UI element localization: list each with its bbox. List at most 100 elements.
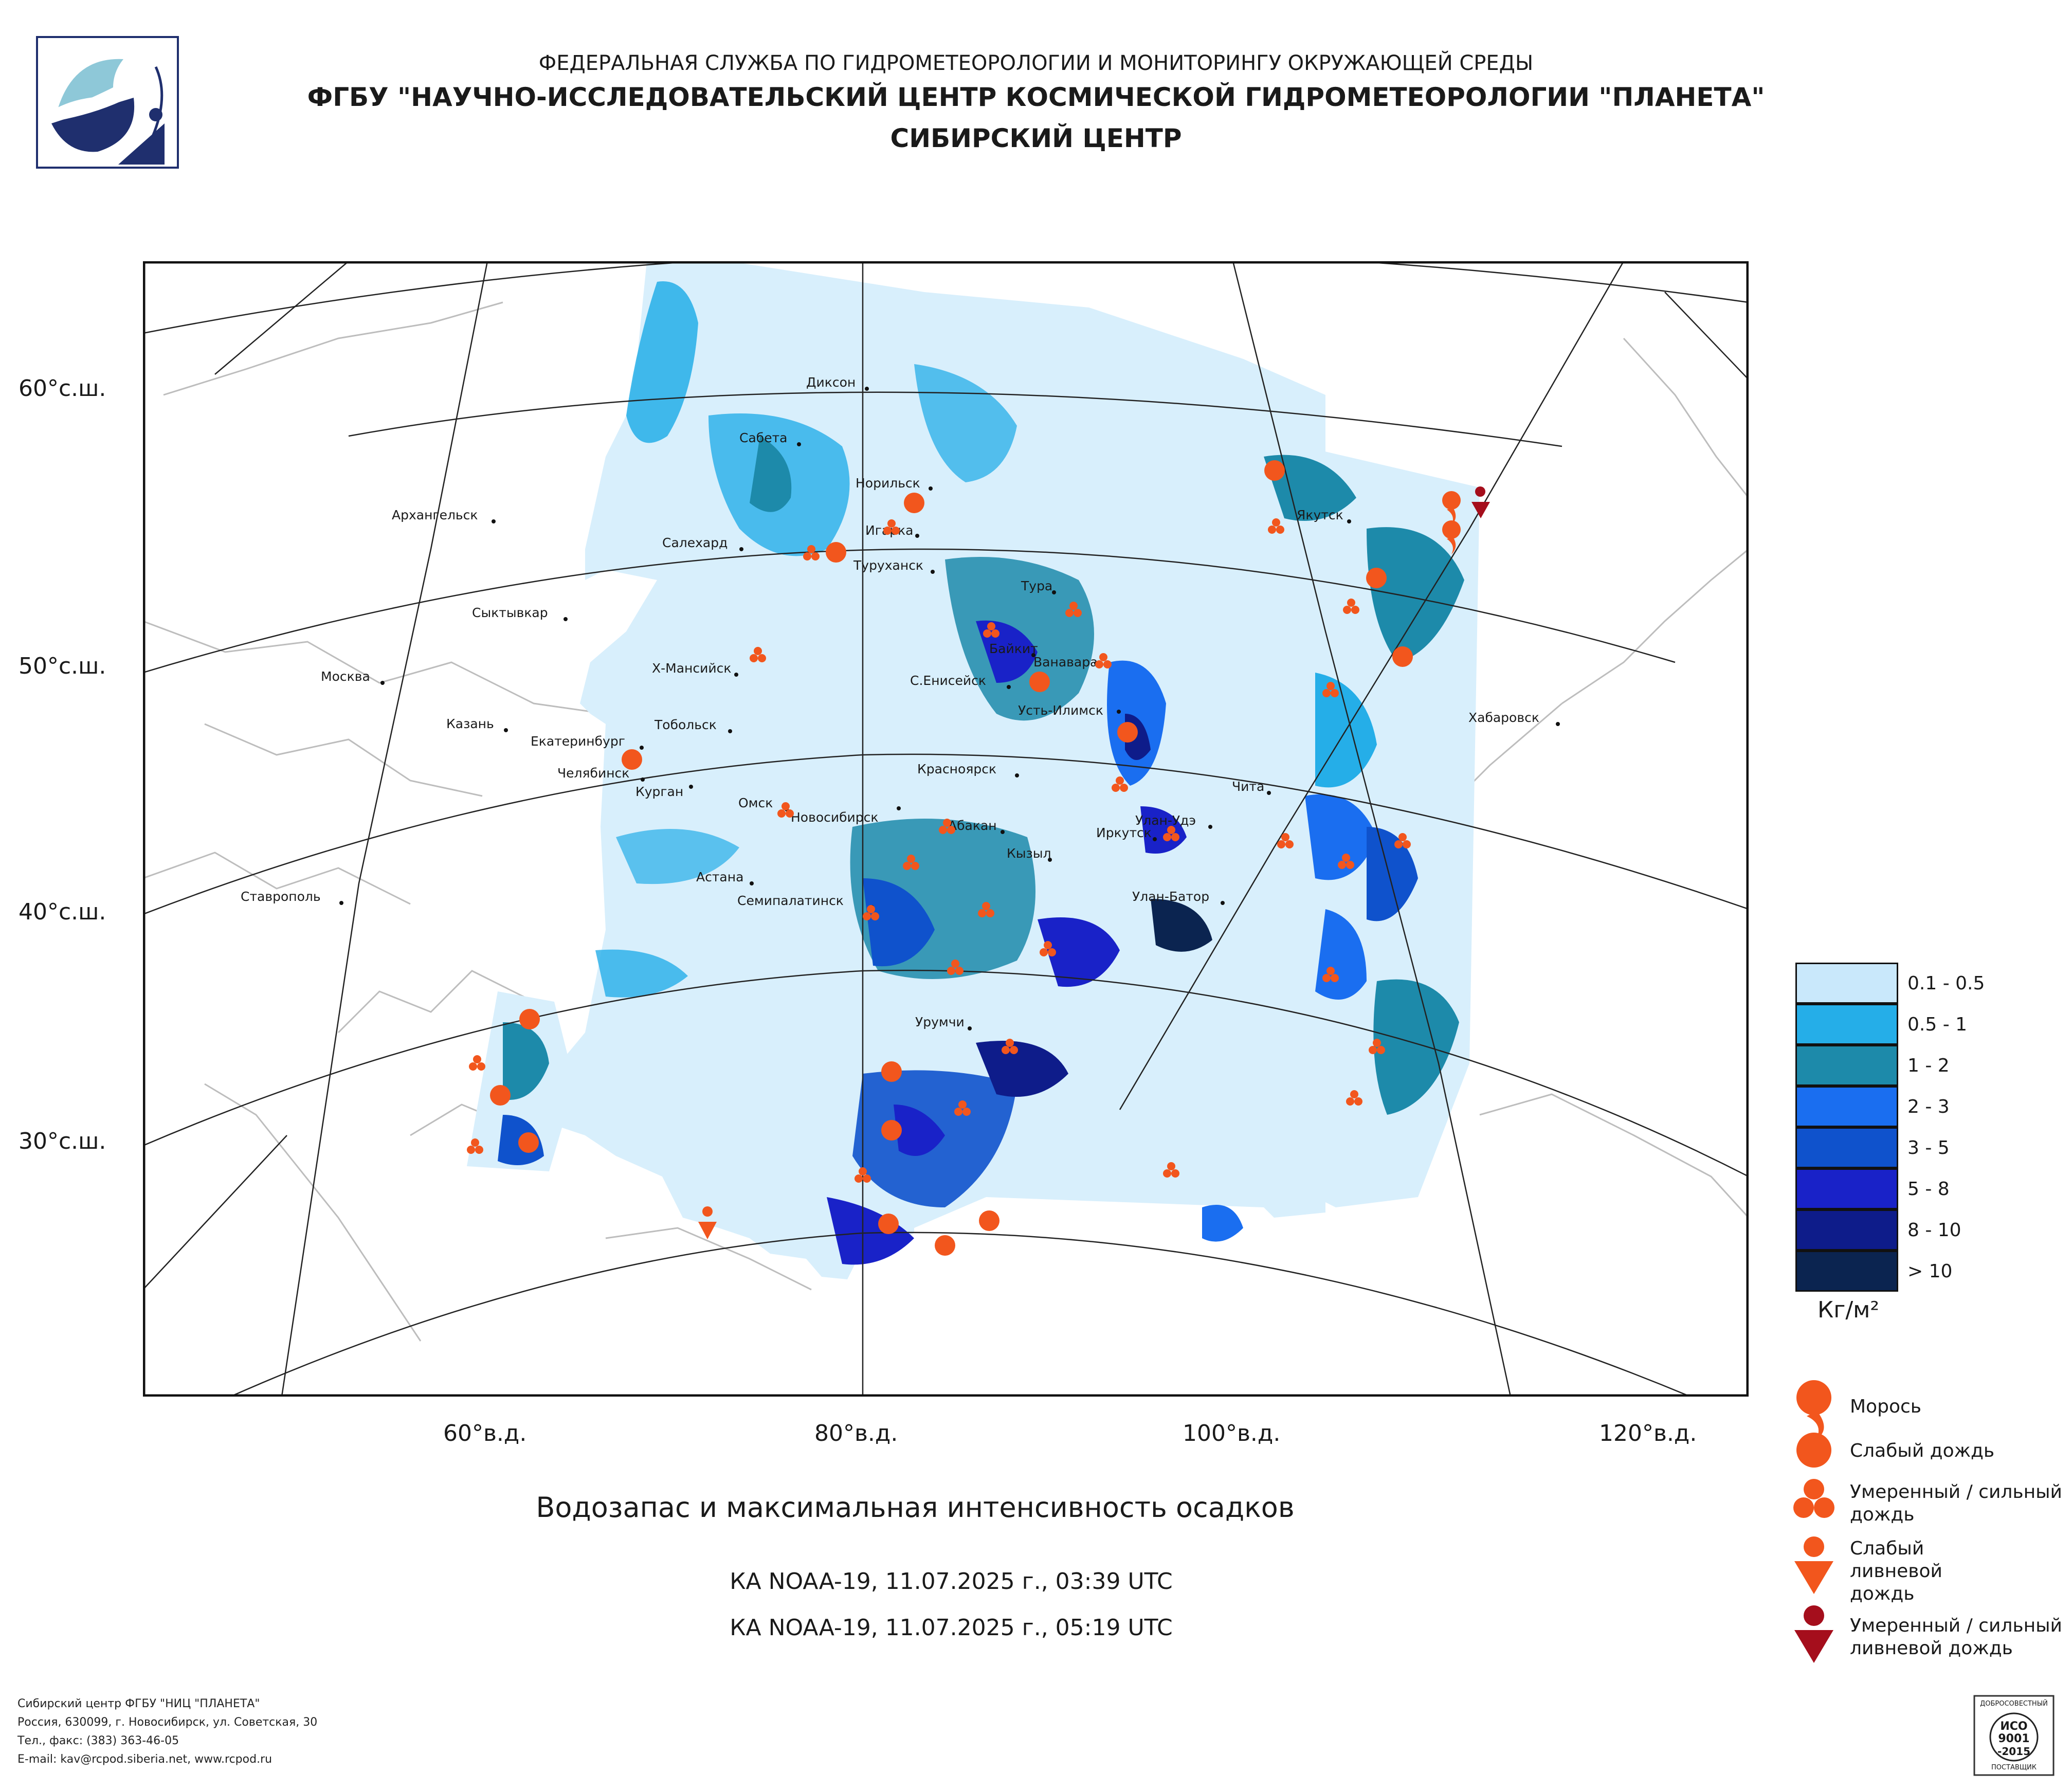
light-rain-icon xyxy=(1366,568,1387,588)
city-label: Чита xyxy=(1232,779,1264,794)
moderate-rain-icon xyxy=(1112,776,1128,792)
moderate-rain-icon xyxy=(750,647,766,662)
moderate-rain-icon xyxy=(1343,599,1359,614)
iso-badge-top: ДОБРОСОВЕСТНЫЙ xyxy=(1980,1700,2048,1708)
moderate-rain-icon xyxy=(983,622,999,638)
city-turukhansk: Туруханск xyxy=(853,558,935,574)
moderate-rain-icon xyxy=(1163,1162,1179,1178)
city-moscow: Москва xyxy=(321,669,385,685)
light-shower-icon xyxy=(1794,1536,1833,1594)
city-label: Омск xyxy=(738,795,773,810)
city-syktyvkar: Сыктывкар xyxy=(472,605,568,621)
map-title: Водозапас и максимальная интенсивность о… xyxy=(536,1491,1295,1524)
city-label: Тобольск xyxy=(654,717,717,732)
city-label: Архангельск xyxy=(392,508,478,522)
city-kurgan: Курган xyxy=(635,784,693,799)
moderate-rain-icon xyxy=(1163,826,1179,841)
legend-unit: Кг/м² xyxy=(1817,1297,1880,1323)
lon-label-60: 60°в.д. xyxy=(443,1420,527,1446)
light-rain-icon xyxy=(935,1235,955,1256)
moderate-rain-icon xyxy=(1040,941,1056,956)
precipitation-legend: Морось Слабый дождь Умеренный / сильный … xyxy=(1787,1373,2072,1671)
city-label: Норильск xyxy=(856,476,920,491)
precipitation-map: Диксон Сабета Норильск Игарка Салехард А… xyxy=(142,261,1749,1397)
city-label: Диксон xyxy=(806,375,856,390)
city-urumqi: Урумчи xyxy=(915,1015,972,1030)
moderate-rain-icon xyxy=(1338,854,1354,869)
legend-range-label: 1 - 2 xyxy=(1907,1055,1950,1076)
agency-name: ФЕДЕРАЛЬНАЯ СЛУЖБА ПО ГИДРОМЕТЕОРОЛОГИИ … xyxy=(538,51,1534,75)
city-label: Улан-Удэ xyxy=(1135,813,1196,828)
light-rain-icon xyxy=(519,1009,540,1029)
lat-label-30: 30°с.ш. xyxy=(19,1128,106,1154)
city-label: Сыктывкар xyxy=(472,605,548,620)
city-label: Якутск xyxy=(1297,508,1343,522)
moderate-rain-icon xyxy=(855,1167,871,1183)
light-rain-icon xyxy=(622,749,642,770)
city-yakutsk: Якутск xyxy=(1297,508,1351,523)
lon-label-80: 80°в.д. xyxy=(814,1420,898,1446)
moderate-rain-icon xyxy=(1346,1090,1362,1106)
light-rain-icon xyxy=(518,1132,539,1153)
city-label: Астана xyxy=(696,870,743,884)
lat-label-60: 60°с.ш. xyxy=(19,375,106,402)
planeta-logo-icon xyxy=(36,36,179,169)
city-stavropol: Ставрополь xyxy=(241,889,343,905)
light-rain-icon xyxy=(878,1214,899,1234)
city-label: Курган xyxy=(635,784,683,799)
city-irkutsk: Иркутск xyxy=(1096,825,1157,841)
moderate-rain-icon xyxy=(903,855,919,870)
city-baikit: Байкит xyxy=(989,641,1038,657)
city-salekhard: Салехард xyxy=(662,535,743,551)
organization-name: ФГБУ "НАУЧНО-ИССЛЕДОВАТЕЛЬСКИЙ ЦЕНТР КОС… xyxy=(307,82,1765,112)
moderate-rain-icon xyxy=(883,519,900,535)
light-rain-icon xyxy=(1117,722,1138,743)
light-rain-icon xyxy=(1392,646,1413,667)
city-label: Хабаровск xyxy=(1468,710,1539,725)
heavy-shower-icon xyxy=(1794,1605,1833,1663)
legend-swatch xyxy=(1795,1168,1898,1209)
moderate-rain-icon xyxy=(469,1055,485,1071)
moderate-rain-icon xyxy=(1002,1039,1018,1054)
moderate-rain-icon xyxy=(978,902,994,917)
light-rain-icon xyxy=(1796,1433,1831,1468)
city-label: Кызыл xyxy=(1007,846,1051,861)
city-chita: Чита xyxy=(1232,779,1271,795)
light-rain-icon xyxy=(904,493,924,513)
moderate-rain-icon xyxy=(777,802,794,818)
city-sabeta: Сабета xyxy=(739,430,801,446)
city-kazan: Казань xyxy=(446,716,508,732)
precipitation-symbols xyxy=(467,460,1461,1256)
city-tobolsk: Тобольск xyxy=(654,717,732,733)
drizzle-icon xyxy=(1796,1380,1831,1440)
city-severo-yeniseysk: С.Енисейск xyxy=(910,673,1011,689)
footer-line: Россия, 630099, г. Новосибирск, ул. Сове… xyxy=(17,1716,318,1729)
legend-range-label: 0.1 - 0.5 xyxy=(1907,973,1985,994)
city-yekaterinburg: Екатеринбург xyxy=(531,734,644,750)
drizzle-icon xyxy=(1442,491,1461,525)
graticule xyxy=(143,261,1749,1397)
legend-drizzle-label: Морось xyxy=(1850,1396,1921,1417)
water-content-field xyxy=(498,281,1464,1265)
moderate-rain-icon xyxy=(947,960,964,975)
legend-light-rain-label: Слабый дождь xyxy=(1850,1440,1995,1461)
light-rain-icon xyxy=(881,1061,902,1082)
moderate-rain-icon xyxy=(1268,518,1284,534)
city-khanty-mansiysk: Х-Мансийск xyxy=(652,661,738,677)
city-label: Сабета xyxy=(739,430,787,445)
city-astana: Астана xyxy=(696,870,754,885)
city-ust-ilimsk: Усть-Илимск xyxy=(1018,703,1121,718)
drizzle-icon xyxy=(1442,520,1461,554)
city-label: Урумчи xyxy=(915,1015,965,1029)
lat-label-40: 40°с.ш. xyxy=(19,899,106,925)
legend-range-label: 0.5 - 1 xyxy=(1907,1014,1968,1035)
city-label: Салехард xyxy=(662,535,728,550)
lon-label-120: 120°в.д. xyxy=(1599,1420,1697,1446)
iso-badge-bottom: ПОСТАВЩИК xyxy=(1991,1764,2037,1771)
iso-badge-line1: ИСО xyxy=(2000,1720,2028,1733)
city-abakan: Абакан xyxy=(948,818,1005,834)
satellite-pass-1: КА NOAA-19, 11.07.2025 г., 03:39 UTC xyxy=(730,1568,1173,1595)
legend-swatch xyxy=(1795,1209,1898,1251)
city-label: Ставрополь xyxy=(241,889,321,904)
moderate-rain-icon xyxy=(1394,833,1411,848)
